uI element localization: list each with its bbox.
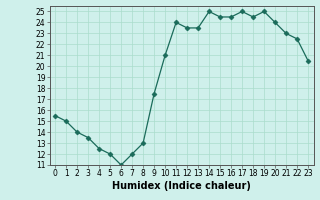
X-axis label: Humidex (Indice chaleur): Humidex (Indice chaleur) [112, 181, 251, 191]
